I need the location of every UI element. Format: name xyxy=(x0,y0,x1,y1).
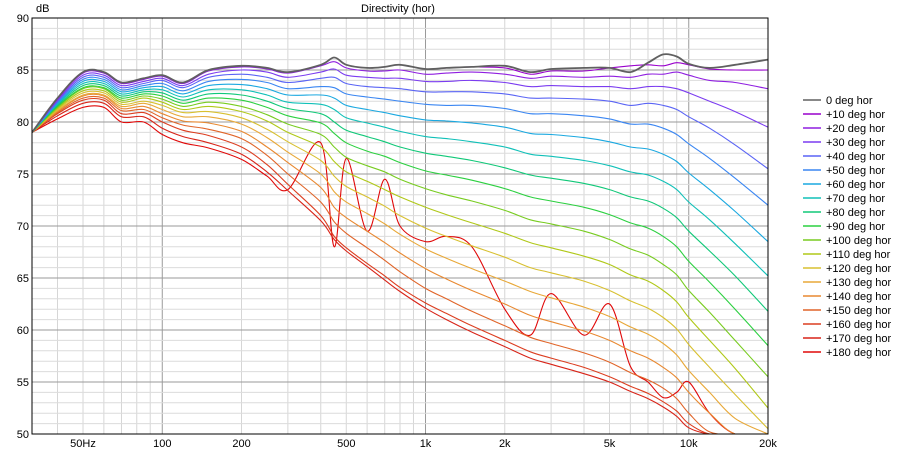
x-tick-label: 1k xyxy=(420,438,432,450)
tick-layer: 50Hz 100 200 500 1k 2k 5k 10k 20k 90 85 80 75 70 65 60 5… xyxy=(17,13,778,450)
y-tick-label: 80 xyxy=(17,117,29,129)
series-line-plus-70-deg-hor xyxy=(32,81,768,277)
x-tick-label: 2k xyxy=(499,438,511,450)
legend-label-plus-60-deg-hor: +60 deg hor xyxy=(826,179,885,191)
legend-label-plus-110-deg-hor: +110 deg hor xyxy=(826,249,891,261)
series-line-plus-170-deg-hor xyxy=(32,101,768,434)
legend-label-plus-150-deg-hor: +150 deg hor xyxy=(826,305,891,317)
series-line-plus-30-deg-hor xyxy=(32,68,768,133)
plot-frame xyxy=(31,17,769,435)
y-tick-label: 55 xyxy=(17,377,29,389)
y-tick-label: 60 xyxy=(17,325,29,337)
series-line-plus-120-deg-hor xyxy=(32,90,768,430)
y-tick-label: 65 xyxy=(17,273,29,285)
legend-label-plus-140-deg-hor: +140 deg hor xyxy=(826,291,891,303)
chart-title: Directivity (hor) xyxy=(361,3,435,15)
legend-label-plus-40-deg-hor: +40 deg hor xyxy=(826,151,885,163)
legend-label-plus-170-deg-hor: +170 deg hor xyxy=(826,333,891,345)
series-line-plus-100-deg-hor xyxy=(32,86,768,378)
x-tick-label: 500 xyxy=(337,438,355,450)
series-layer xyxy=(32,53,768,434)
x-tick-label: 10k xyxy=(680,438,698,450)
y-tick-label: 50 xyxy=(17,429,29,441)
y-tick-label: 75 xyxy=(17,169,29,181)
legend: 0 deg hor +10 deg hor +20 deg hor +30 deg h… xyxy=(803,95,891,359)
y-tick-label: 70 xyxy=(17,221,29,233)
y-axis-label: dB xyxy=(36,3,49,15)
series-line-plus-60-deg-hor xyxy=(32,78,768,243)
legend-label-plus-20-deg-hor: +20 deg hor xyxy=(826,123,885,135)
legend-label-plus-90-deg-hor: +90 deg hor xyxy=(826,221,885,233)
legend-label-plus-80-deg-hor: +80 deg hor xyxy=(826,207,885,219)
series-line-0-deg-hor xyxy=(32,53,768,133)
x-tick-label: 20k xyxy=(759,438,777,450)
series-line-plus-50-deg-hor xyxy=(32,76,768,206)
x-tick-label: 5k xyxy=(604,438,616,450)
series-line-plus-80-deg-hor xyxy=(32,83,768,312)
legend-label-plus-180-deg-hor: +180 deg hor xyxy=(826,347,891,359)
legend-label-plus-50-deg-hor: +50 deg hor xyxy=(826,165,885,177)
series-line-plus-150-deg-hor xyxy=(32,95,768,434)
legend-label-plus-30-deg-hor: +30 deg hor xyxy=(826,137,885,149)
legend-label-plus-10-deg-hor: +10 deg hor xyxy=(826,109,885,121)
legend-label-plus-130-deg-hor: +130 deg hor xyxy=(826,277,891,289)
legend-label-plus-70-deg-hor: +70 deg hor xyxy=(826,193,885,205)
series-line-plus-130-deg-hor xyxy=(32,92,768,434)
series-line-plus-90-deg-hor xyxy=(32,85,768,346)
x-tick-label: 200 xyxy=(232,438,250,450)
series-line-plus-20-deg-hor xyxy=(32,61,768,133)
x-tick-label: 50Hz xyxy=(70,438,96,450)
legend-label-plus-120-deg-hor: +120 deg hor xyxy=(826,263,891,275)
y-tick-label: 85 xyxy=(17,65,29,77)
series-line-plus-110-deg-hor xyxy=(32,88,768,409)
y-tick-label: 90 xyxy=(17,13,29,25)
series-line-plus-180-deg-hor xyxy=(32,105,768,434)
x-tick-label: 100 xyxy=(153,438,171,450)
series-line-plus-40-deg-hor xyxy=(32,73,768,170)
legend-label-0-deg-hor: 0 deg hor xyxy=(826,95,873,107)
series-line-plus-160-deg-hor xyxy=(32,97,768,434)
legend-label-plus-100-deg-hor: +100 deg hor xyxy=(826,235,891,247)
series-line-plus-140-deg-hor xyxy=(32,93,768,434)
legend-label-plus-160-deg-hor: +160 deg hor xyxy=(826,319,891,331)
